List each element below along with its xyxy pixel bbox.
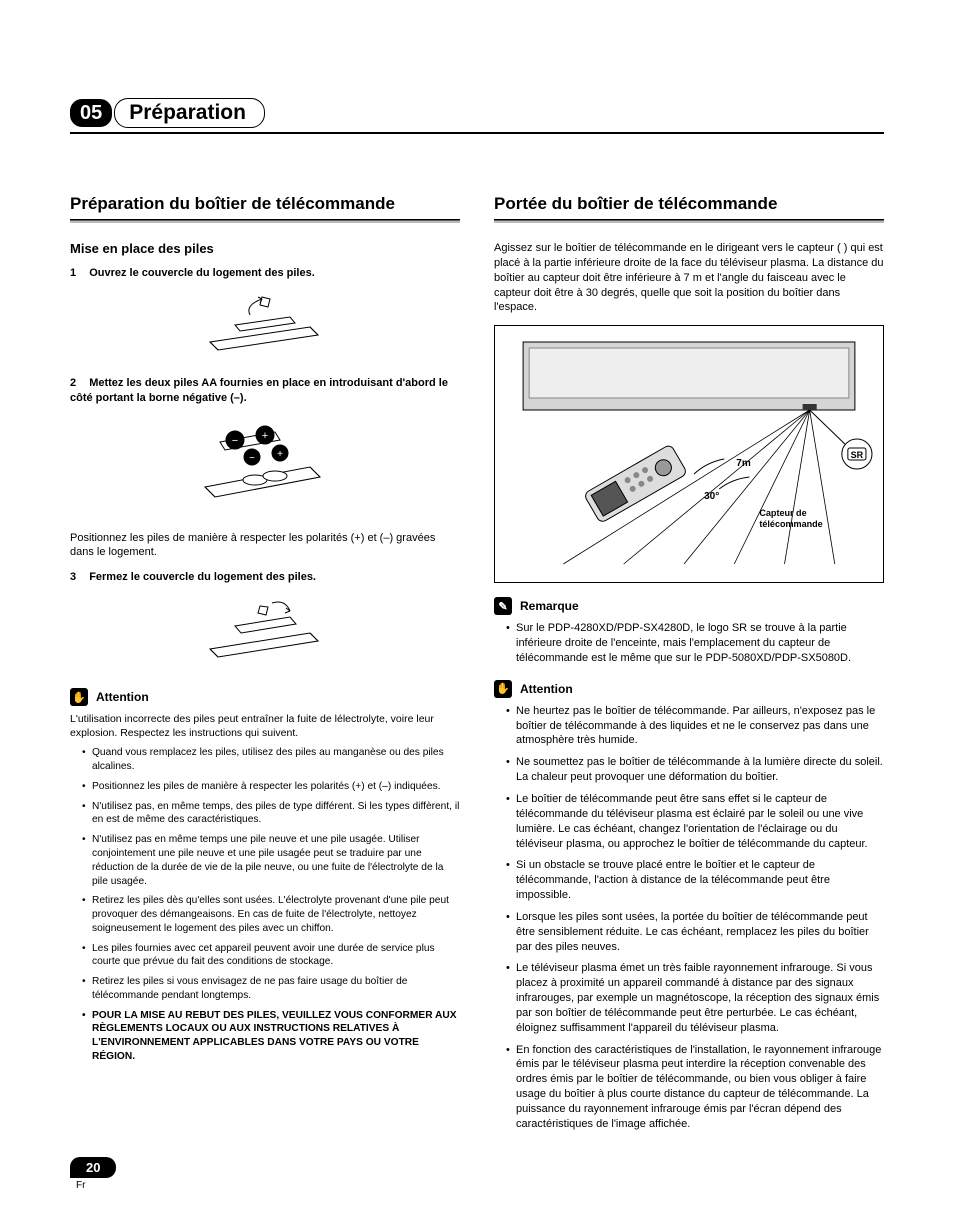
step-2-text: Mettez les deux piles AA fournies en pla… [70,377,448,404]
left-column: Préparation du boîtier de télécommande M… [70,194,460,1139]
figure-open-cover [70,287,460,362]
list-item: Si un obstacle se trouve placé entre le … [506,858,884,903]
remark-head: ✎ Remarque [494,597,884,615]
list-item: N'utilisez pas en même temps une pile ne… [82,833,460,888]
figure-close-cover [70,591,460,674]
sr-badge-text: SR [851,450,864,460]
right-column: Portée du boîtier de télécommande Agisse… [494,194,884,1139]
list-item: N'utilisez pas, en même temps, des piles… [82,800,460,828]
step-3-num: 3 [70,571,76,583]
list-item: Ne heurtez pas le boîtier de télécommand… [506,704,884,749]
step-1: 1 Ouvrez le couvercle du logement des pi… [70,266,460,281]
pencil-icon: ✎ [494,597,512,615]
page-lang: Fr [76,1180,116,1191]
step-2: 2 Mettez les deux piles AA fournies en p… [70,376,460,406]
chapter-number: 05 [70,99,112,127]
list-item: Lorsque les piles sont usées, la portée … [506,910,884,955]
hand-icon: ✋ [494,680,512,698]
sensor-label-1: Capteur de [759,508,806,518]
attention-label-right: Attention [520,682,573,696]
section-underline [70,219,460,223]
page-number: 20 [70,1157,116,1178]
hand-icon: ✋ [70,688,88,706]
header-rule [70,132,884,134]
list-item: Quand vous remplacez les piles, utilisez… [82,746,460,774]
svg-text:+: + [277,449,283,460]
figure-insert-batteries: − + − + [70,412,460,517]
list-item: Retirez les piles si vous envisagez de n… [82,975,460,1003]
step-2-num: 2 [70,377,76,389]
attention-list-left: Quand vous remplacez les piles, utilisez… [70,746,460,1063]
left-para-1: Positionnez les piles de manière à respe… [70,531,460,561]
svg-text:−: − [249,453,255,464]
list-item-bold: POUR LA MISE AU REBUT DES PILES, VEUILLE… [82,1009,460,1064]
left-subsection: Mise en place des piles [70,241,460,256]
list-item: Ne soumettez pas le boîtier de télécomma… [506,755,884,785]
list-item: Retirez les piles dès qu'elles sont usée… [82,894,460,935]
attention-head-right: ✋ Attention [494,680,884,698]
svg-text:−: − [232,435,238,447]
page-footer: 20 Fr [70,1157,116,1191]
remark-label: Remarque [520,599,579,613]
angle-2-label: 30° [704,491,719,502]
right-section-title: Portée du boîtier de télécommande [494,194,884,216]
list-item: Sur le PDP-4280XD/PDP-SX4280D, le logo S… [506,621,884,666]
remark-list: Sur le PDP-4280XD/PDP-SX4280D, le logo S… [494,621,884,666]
attention-head-left: ✋ Attention [70,688,460,706]
chapter-title-pill: Préparation [114,98,265,128]
step-1-text: Ouvrez le couvercle du logement des pile… [89,267,315,279]
chapter-header: 05 Préparation [70,98,884,128]
chapter-title: Préparation [129,101,246,124]
attention-intro-left: L'utilisation incorrecte des piles peut … [70,712,460,740]
step-3: 3 Fermez le couvercle du logement des pi… [70,570,460,585]
attention-label-left: Attention [96,690,149,704]
list-item: Le téléviseur plasma émet un très faible… [506,961,884,1035]
distance-label: 7m [736,458,751,469]
right-intro: Agissez sur le boîtier de télécommande e… [494,241,884,315]
attention-list-right: Ne heurtez pas le boîtier de télécommand… [494,704,884,1132]
sensor-label-2: télécommande [759,519,822,529]
step-3-text: Fermez le couvercle du logement des pile… [89,571,316,583]
svg-text:+: + [262,430,268,442]
list-item: Les piles fournies avec cet appareil peu… [82,942,460,970]
section-underline [494,219,884,223]
step-1-num: 1 [70,267,76,279]
left-section-title: Préparation du boîtier de télécommande [70,194,460,216]
list-item: En fonction des caractéristiques de l'in… [506,1043,884,1132]
list-item: Positionnez les piles de manière à respe… [82,780,460,794]
range-diagram: 30° 30° 7m Capteur de télécommande [494,325,884,583]
list-item: Le boîtier de télécommande peut être san… [506,792,884,851]
